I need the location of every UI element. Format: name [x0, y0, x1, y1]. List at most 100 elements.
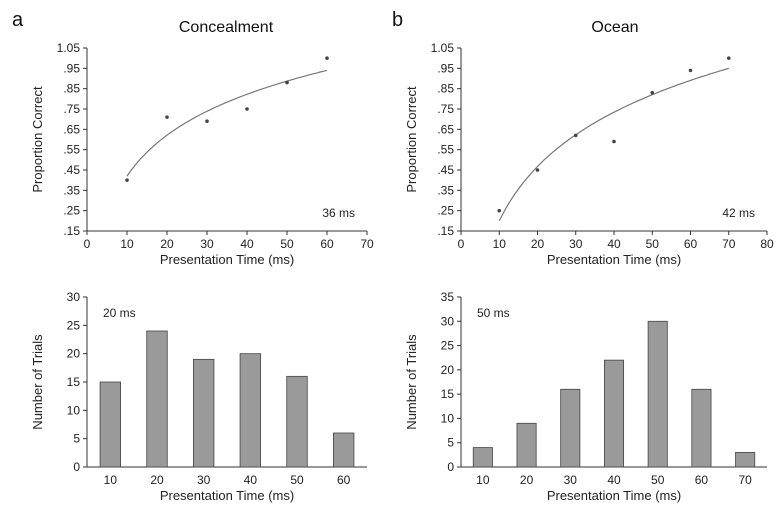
- data-point: [285, 80, 289, 85]
- y-tick-label: .35: [63, 183, 80, 197]
- x-tick-label: 70: [738, 473, 752, 487]
- y-tick-label: 35: [441, 290, 455, 304]
- data-point: [650, 90, 655, 95]
- data-point: [125, 178, 129, 182]
- x-tick-label: 0: [84, 237, 91, 251]
- fit-curve: [126, 69, 328, 177]
- y-tick-label: 1.05: [57, 41, 81, 55]
- x-tick-label: 60: [695, 473, 709, 487]
- x-tick-label: 40: [240, 237, 254, 251]
- y-tick-label: .35: [437, 183, 454, 197]
- bar: [332, 432, 355, 468]
- data-point: [726, 56, 731, 60]
- y-tick-label: .85: [437, 82, 454, 96]
- y-tick-label: 25: [67, 318, 81, 332]
- chart-title-concealment: Concealment: [179, 19, 274, 36]
- x-tick-label: 40: [607, 473, 621, 487]
- scatter-chart-ocean: .15 .25 .35 .45 .55 .65 .75 .85 .95 1.05 Proportio…: [404, 41, 774, 267]
- y-tick-label: .65: [437, 122, 454, 136]
- y-axis-label: Proportion Correct: [404, 86, 419, 193]
- y-axis-label: Number of Trials: [404, 334, 419, 430]
- y-tick-label: .75: [437, 102, 454, 116]
- bar-chart-concealment: 0 5 10 15 20 25 30 Number of Trials 10 20 30 40 50 60…: [30, 290, 367, 503]
- y-tick-label: 30: [441, 314, 455, 328]
- x-tick-label: 50: [646, 237, 660, 251]
- x-tick-label: 60: [320, 237, 334, 251]
- y-axis-label: Proportion Correct: [30, 86, 45, 193]
- bar: [472, 447, 493, 468]
- y-tick-label: .45: [63, 163, 80, 177]
- x-axis-label: Presentation Time (ms): [547, 252, 681, 267]
- y-tick-label: 15: [441, 387, 455, 401]
- x-tick-label: 20: [531, 237, 545, 251]
- y-tick-label: 20: [67, 347, 81, 361]
- x-tick-label: 20: [520, 473, 534, 487]
- data-point: [205, 119, 209, 123]
- bar: [603, 359, 625, 468]
- x-axis-label: Presentation Time (ms): [547, 488, 681, 503]
- x-tick-label: 60: [684, 237, 698, 251]
- y-tick-label: 5: [73, 432, 80, 446]
- scatter-chart-concealment: .15 .25 .35 .45 .55 .65 .75 .85 .95 1.05 Proportio…: [30, 41, 374, 267]
- y-tick-label: 20: [441, 363, 455, 377]
- bar: [239, 353, 261, 468]
- panel-letter-b: b: [392, 9, 403, 31]
- data-point: [497, 208, 502, 213]
- y-tick-label: 30: [67, 290, 81, 304]
- y-tick-label: 0: [73, 460, 80, 474]
- bar: [560, 388, 581, 468]
- y-tick-label: .55: [63, 143, 80, 157]
- data-point: [535, 168, 540, 172]
- data-point: [325, 56, 329, 60]
- threshold-annotation: 50 ms: [477, 306, 510, 320]
- x-tick-label: 30: [197, 473, 211, 487]
- x-tick-label: 30: [200, 237, 214, 251]
- y-tick-label: 1.05: [431, 41, 455, 55]
- bar: [735, 452, 756, 468]
- bar: [647, 320, 668, 468]
- y-tick-label: .95: [63, 61, 80, 75]
- x-tick-label: 80: [760, 237, 774, 251]
- y-tick-label: .25: [437, 204, 454, 218]
- x-tick-label: 50: [290, 473, 304, 487]
- x-tick-label: 30: [569, 237, 583, 251]
- y-tick-label: .95: [437, 61, 454, 75]
- y-tick-label: .85: [63, 82, 80, 96]
- threshold-annotation: 36 ms: [322, 206, 355, 220]
- bar: [192, 358, 215, 468]
- y-tick-label: .15: [437, 224, 454, 238]
- y-tick-label: .65: [63, 122, 80, 136]
- y-tick-label: .45: [437, 163, 454, 177]
- x-tick-label: 10: [120, 237, 134, 251]
- bar: [516, 422, 537, 468]
- x-tick-label: 10: [476, 473, 490, 487]
- threshold-annotation: 20 ms: [103, 306, 136, 320]
- y-tick-label: .75: [63, 102, 80, 116]
- data-point: [612, 139, 616, 144]
- panel-letter-a: a: [12, 9, 24, 31]
- y-tick-label: .55: [437, 143, 454, 157]
- x-tick-label: 10: [493, 237, 507, 251]
- bar: [286, 375, 308, 468]
- y-tick-label: .25: [63, 204, 80, 218]
- threshold-annotation: 42 ms: [722, 206, 755, 220]
- bar: [691, 388, 712, 468]
- x-tick-label: 20: [160, 237, 174, 251]
- x-tick-label: 70: [722, 237, 736, 251]
- y-axis-label: Number of Trials: [30, 334, 45, 430]
- chart-title-ocean: Ocean: [591, 19, 638, 36]
- x-tick-label: 10: [104, 473, 118, 487]
- bar-chart-ocean: 0 5 10 15 20 25 30 35 Number of Trials 10 20 30 40 50…: [404, 290, 767, 503]
- y-tick-label: 10: [441, 411, 455, 425]
- y-tick-label: 25: [441, 339, 455, 353]
- y-tick-label: 5: [447, 436, 454, 450]
- x-tick-label: 40: [244, 473, 258, 487]
- x-tick-label: 70: [360, 237, 374, 251]
- data-point: [165, 115, 169, 119]
- y-tick-label: 10: [67, 403, 81, 417]
- x-tick-label: 0: [458, 237, 465, 251]
- fit-curve: [498, 67, 729, 222]
- bar: [146, 330, 168, 468]
- data-point: [573, 133, 578, 138]
